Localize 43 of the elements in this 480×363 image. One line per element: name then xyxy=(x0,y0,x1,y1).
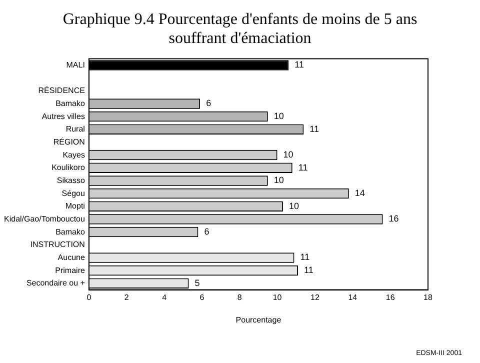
y-tick-label: RÉSIDENCE xyxy=(38,86,85,96)
y-tick-label: Kayes xyxy=(62,150,85,160)
data-label: 10 xyxy=(288,200,299,211)
x-tick-label: 16 xyxy=(386,292,396,302)
x-tick-label: 18 xyxy=(424,292,433,302)
data-label: 10 xyxy=(274,111,284,122)
x-tick-label: 12 xyxy=(310,292,320,302)
y-tick-label: Secondaire ou + xyxy=(26,278,86,288)
data-label: 11 xyxy=(294,60,304,70)
y-tick-label: Autres villes xyxy=(42,112,85,121)
data-label: 5 xyxy=(194,278,200,288)
x-tick-label: 0 xyxy=(86,292,92,302)
y-tick-label: INSTRUCTION xyxy=(30,240,86,250)
data-label: 16 xyxy=(388,214,399,224)
y-tick-label: Kidal/Gao/Tombouctou xyxy=(4,214,85,224)
x-tick-label: 6 xyxy=(200,292,205,302)
x-tick-label: 2 xyxy=(124,292,130,302)
data-label: 10 xyxy=(274,175,284,186)
data-label: 6 xyxy=(204,226,210,237)
data-label: 10 xyxy=(283,150,294,160)
data-label: 11 xyxy=(300,252,310,262)
data-label: 6 xyxy=(206,98,212,108)
data-label: 11 xyxy=(304,265,314,276)
data-label: 11 xyxy=(310,124,320,134)
y-tick-label: Ségou xyxy=(62,188,85,198)
x-axis-title: Pourcentage xyxy=(236,315,282,324)
x-tick-label: 10 xyxy=(272,292,282,302)
y-tick-label: Rural xyxy=(66,124,86,134)
y-tick-label: Koulikoro xyxy=(52,163,86,172)
y-tick-label: Aucune xyxy=(58,252,86,262)
y-tick-label: Primaire xyxy=(55,266,86,275)
chart-title: Graphique 9.4 Pourcentage d'enfants de moins de 5 ans souffrant d'émaciation xyxy=(62,10,418,48)
data-label: 14 xyxy=(354,188,365,198)
y-tick-label: Mopti xyxy=(65,202,86,211)
y-tick-label: Bamako xyxy=(56,227,86,236)
y-tick-label: Bamako xyxy=(56,98,86,108)
data-label: 11 xyxy=(298,162,308,172)
y-tick-label: RÉGION xyxy=(53,137,86,146)
x-tick-label: 14 xyxy=(348,292,358,302)
x-tick-label: 4 xyxy=(162,292,168,302)
y-tick-label: MALI xyxy=(66,60,85,70)
x-tick-label: 8 xyxy=(237,292,242,302)
y-tick-label: Sikasso xyxy=(56,176,86,185)
